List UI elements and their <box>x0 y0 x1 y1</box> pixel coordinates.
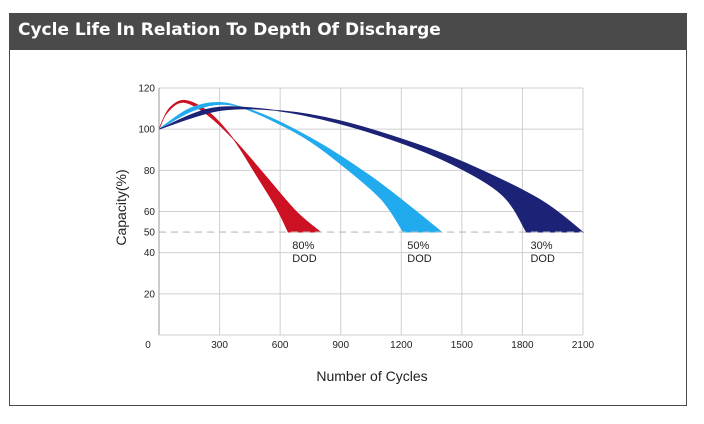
series-label: 50% <box>407 240 429 252</box>
x-tick-label: 2100 <box>572 340 595 351</box>
axes <box>158 88 583 336</box>
y-tick-label: 20 <box>144 289 156 300</box>
series-areas <box>158 99 585 233</box>
x-tick-label: 300 <box>211 340 228 351</box>
series-label: 30% <box>530 240 552 252</box>
x-tick-label: 1500 <box>451 340 474 351</box>
x-tick-label: 600 <box>272 340 289 351</box>
chart-panel: Cycle Life In Relation To Depth Of Disch… <box>9 13 687 406</box>
tick-labels: 0 300 600 900 1200 1500 1800 2100 20 40 50 60 80 100 1… <box>138 84 594 352</box>
series-label: DOD <box>292 253 317 265</box>
y-axis-label: Capacity(%) <box>113 169 129 245</box>
x-tick-label: 900 <box>332 340 349 351</box>
series-label: DOD <box>530 253 555 265</box>
x-axis-label: Number of Cycles <box>316 368 427 384</box>
y-tick-label: 50 <box>144 228 156 239</box>
y-tick-label: 40 <box>144 248 156 259</box>
y-tick-label: 100 <box>138 125 155 136</box>
y-tick-label: 80 <box>144 166 156 177</box>
series-label: DOD <box>407 253 432 265</box>
x-tick-label: 1200 <box>390 340 413 351</box>
series-band <box>158 101 443 233</box>
chart-title: Cycle Life In Relation To Depth Of Disch… <box>18 20 441 40</box>
series-label: 80% <box>292 240 314 252</box>
x-tick-label: 0 <box>145 340 151 351</box>
y-tick-label: 60 <box>144 207 156 218</box>
title-bar: Cycle Life In Relation To Depth Of Disch… <box>10 14 686 50</box>
y-tick-label: 120 <box>138 84 155 95</box>
x-tick-label: 1800 <box>511 340 534 351</box>
